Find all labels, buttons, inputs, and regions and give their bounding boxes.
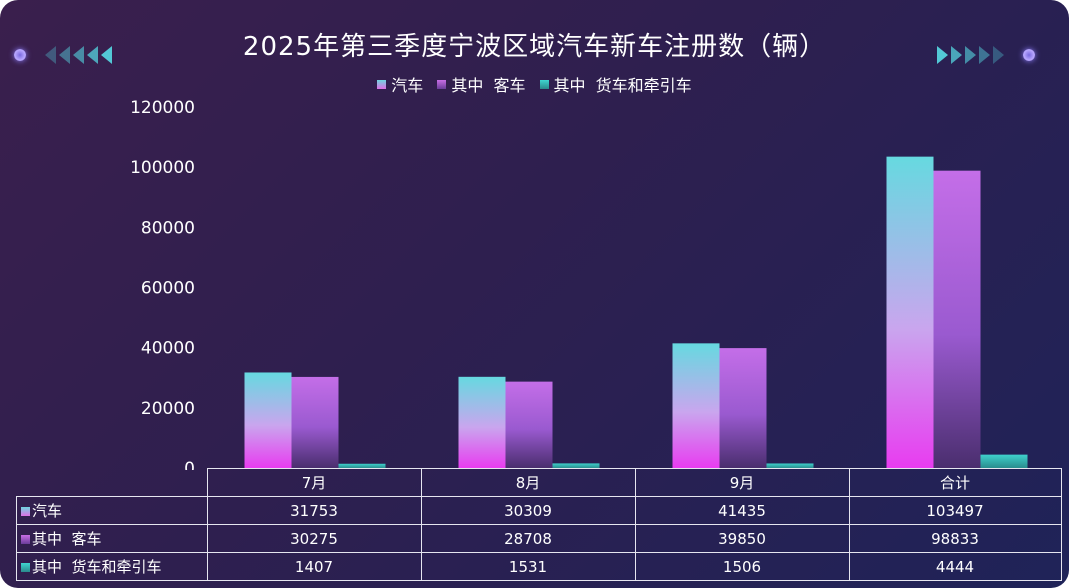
table-cell: 39850 — [634, 524, 850, 553]
table-cell: 30275 — [206, 524, 422, 553]
table-cell: 31753 — [206, 496, 422, 525]
right-decoration — [937, 46, 1035, 64]
arrow-left-icon — [101, 46, 112, 64]
table-row: 汽车 31753 30309 41435 103497 — [16, 496, 1062, 525]
y-tick-label: 40000 — [141, 339, 195, 359]
arrow-left-icon — [59, 46, 70, 64]
bar-truck[interactable] — [338, 463, 386, 468]
arrow-right-icon — [965, 46, 976, 64]
table-cell: 30309 — [420, 496, 636, 525]
bar-car[interactable] — [244, 372, 292, 468]
table-cell: 1407 — [206, 552, 422, 581]
bar-car[interactable] — [458, 376, 506, 468]
y-tick-label: 100000 — [130, 158, 195, 178]
arrow-right-icon — [951, 46, 962, 64]
bar-truck[interactable] — [552, 463, 600, 468]
legend-item-car[interactable]: 汽车 — [377, 72, 423, 96]
chart-legend: 汽车 其中 客车 其中 货车和牵引车 — [0, 72, 1069, 96]
arrow-right-icon — [979, 46, 990, 64]
legend-swatch — [539, 79, 549, 89]
table-cell: 41435 — [634, 496, 850, 525]
legend-item-truck[interactable]: 其中 货车和牵引车 — [539, 72, 692, 96]
table-header-row: 7月 8月 9月 合计 — [16, 468, 1062, 497]
legend-label: 汽车 — [391, 76, 424, 95]
bar-chart: 0 20000 40000 60000 80000 100000 120000 — [130, 98, 1028, 470]
chart-title: 2025年第三季度宁波区域汽车新车注册数（辆） — [242, 32, 827, 62]
legend-swatch — [377, 79, 387, 89]
arrow-right-icon — [937, 46, 948, 64]
orb-icon — [14, 49, 26, 61]
data-table: 7月 8月 9月 合计 汽车 31753 30309 41435 103497 … — [16, 468, 1062, 581]
table-cell: 28708 — [420, 524, 636, 553]
y-tick-label: 60000 — [141, 279, 195, 299]
table-row-label: 汽车 — [16, 496, 208, 525]
legend-swatch — [437, 79, 447, 89]
orb-icon — [1023, 49, 1035, 61]
legend-swatch — [21, 535, 30, 544]
arrow-left-icon — [45, 46, 56, 64]
y-tick-label: 20000 — [141, 399, 195, 419]
y-tick-label: 120000 — [130, 98, 195, 118]
table-cell: 1506 — [634, 552, 850, 581]
bar-bus[interactable] — [719, 348, 767, 468]
row-label-text: 汽车 — [32, 502, 63, 520]
legend-swatch — [21, 507, 30, 516]
y-tick-label: 0 — [184, 459, 195, 470]
row-label-text: 其中 货车和牵引车 — [32, 558, 162, 576]
table-header-cell: 9月 — [634, 468, 850, 497]
bar-car[interactable] — [886, 156, 934, 468]
bar-bus[interactable] — [933, 170, 981, 468]
legend-label: 其中 客车 — [451, 76, 526, 95]
bar-truck[interactable] — [980, 454, 1028, 468]
table-row-label: 其中 客车 — [16, 524, 208, 553]
legend-label: 其中 货车和牵引车 — [553, 76, 692, 95]
table-cell: 4444 — [848, 552, 1062, 581]
row-label-text: 其中 客车 — [32, 530, 102, 548]
bar-bus[interactable] — [505, 381, 553, 468]
arrow-right-icon — [993, 46, 1004, 64]
legend-swatch — [21, 563, 30, 572]
table-cell: 103497 — [848, 496, 1062, 525]
arrow-left-icon — [87, 46, 98, 64]
legend-item-bus[interactable]: 其中 客车 — [437, 72, 526, 96]
table-row-label: 其中 货车和牵引车 — [16, 552, 208, 581]
table-header-cell: 7月 — [206, 468, 422, 497]
bar-bus[interactable] — [291, 376, 339, 468]
table-row: 其中 客车 30275 28708 39850 98833 — [16, 524, 1062, 553]
table-row: 其中 货车和牵引车 1407 1531 1506 4444 — [16, 552, 1062, 581]
table-cell: 98833 — [848, 524, 1062, 553]
arrow-left-icon — [73, 46, 84, 64]
table-corner — [16, 468, 208, 497]
table-header-cell: 8月 — [420, 468, 636, 497]
bar-car[interactable] — [672, 343, 720, 468]
y-tick-label: 80000 — [141, 218, 195, 238]
table-cell: 1531 — [420, 552, 636, 581]
table-header-cell: 合计 — [848, 468, 1062, 497]
bar-truck[interactable] — [766, 463, 814, 468]
left-decoration — [14, 46, 112, 64]
